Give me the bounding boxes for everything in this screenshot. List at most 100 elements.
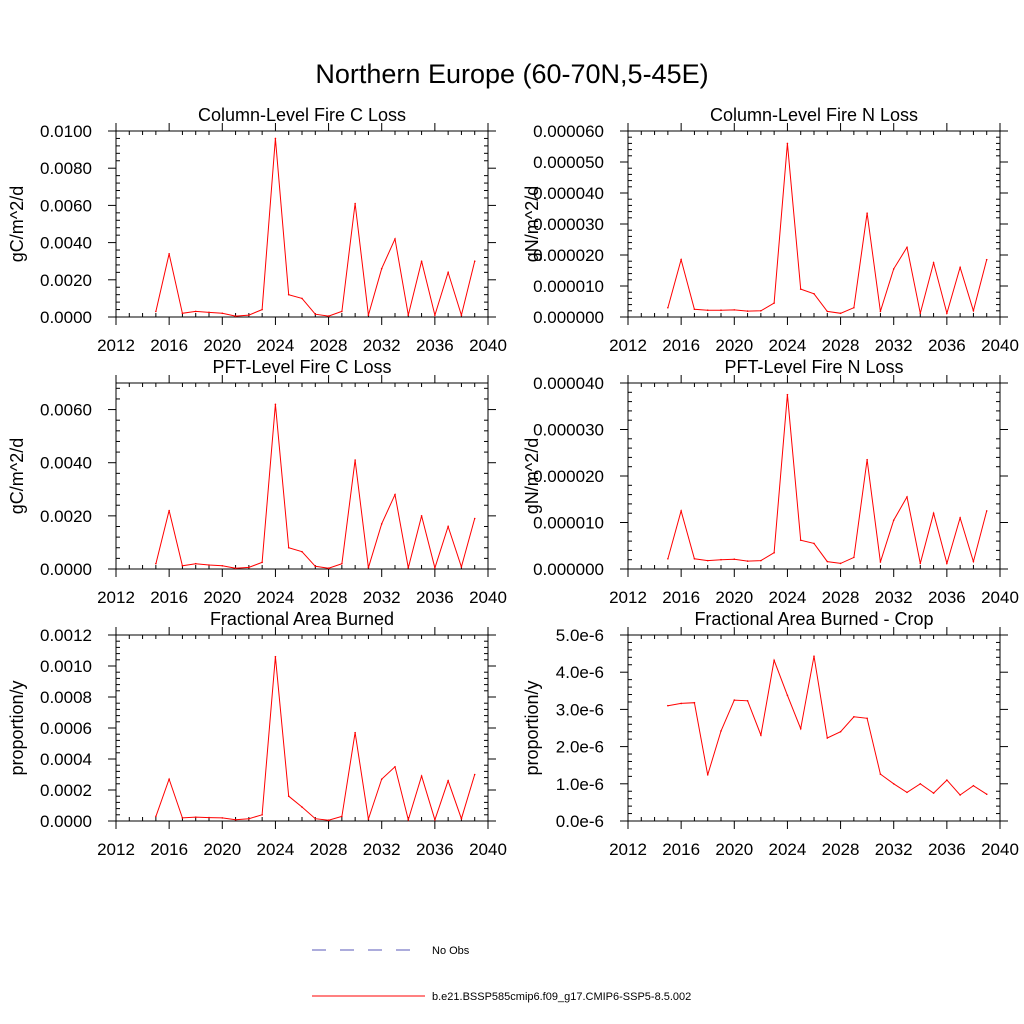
data-point (826, 310, 829, 313)
x-tick-label: 2032 (875, 588, 913, 607)
legend-label-model: b.e21.BSSP585cmip6.f09_g17.CMIP6-SSP5-8.… (432, 991, 691, 1003)
data-point (274, 137, 277, 140)
data-point (693, 557, 696, 560)
panels: 2012 2016 2020 2024 2028 2032 2036 2040 0.0000 0.… (7, 105, 1019, 859)
series-line (155, 138, 476, 317)
x-tick-label: 2016 (150, 840, 188, 859)
data-point (667, 306, 669, 309)
x-tick-label: 2024 (257, 588, 295, 607)
y-tick-label: 0.0080 (40, 159, 92, 178)
x-tick-label: 2032 (875, 840, 913, 859)
data-point (706, 309, 709, 311)
x-tick-label: 2028 (310, 588, 348, 607)
y-tick-label: 0.000040 (533, 374, 604, 393)
data-point (693, 308, 696, 311)
y-tick-label: 0.000020 (533, 246, 604, 265)
panel-title: Fractional Area Burned - Crop (694, 609, 933, 629)
data-point (680, 510, 682, 512)
data-point (946, 562, 948, 565)
data-point (354, 459, 356, 461)
chart-panel-5: 2012 2016 2020 2024 2028 2032 2036 2040 0.0000 0.… (7, 609, 507, 859)
x-tick-label: 2016 (662, 840, 700, 859)
x-tick-label: 2020 (203, 840, 241, 859)
y-tick-label: 4.0e-6 (556, 663, 604, 682)
data-point (341, 310, 343, 313)
y-tick-label: 0.0004 (40, 750, 92, 769)
x-tick-label: 2028 (822, 840, 860, 859)
data-point (919, 783, 922, 785)
data-point (773, 302, 775, 304)
x-tick-label: 2028 (822, 336, 860, 355)
data-point (786, 393, 789, 396)
data-point (287, 293, 290, 296)
data-point (194, 562, 197, 565)
y-tick-label: 0.000010 (533, 277, 604, 296)
data-point (959, 266, 961, 269)
data-point (720, 558, 722, 561)
data-point (194, 310, 197, 313)
x-tick-label: 2040 (981, 840, 1019, 859)
x-tick-label: 2012 (609, 588, 647, 607)
data-point (208, 564, 210, 566)
data-point (919, 312, 922, 315)
y-tick-label: 0.0020 (40, 271, 92, 290)
x-tick-label: 2028 (310, 336, 348, 355)
data-point (720, 309, 722, 311)
y-tick-label: 0.0000 (40, 308, 92, 327)
panel-title: Column-Level Fire C Loss (198, 105, 406, 125)
data-point (786, 694, 789, 697)
x-tick-label: 2012 (97, 336, 135, 355)
data-point (879, 310, 882, 313)
data-point (826, 560, 829, 563)
plot-frame (115, 634, 489, 822)
data-point (327, 315, 330, 317)
y-tick-label: 0.000020 (533, 467, 604, 486)
data-point (221, 312, 224, 315)
data-point (181, 312, 184, 315)
data-point (248, 817, 250, 820)
chart-panel-4: 2012 2016 2020 2024 2028 2032 2036 2040 0.000000… (522, 357, 1019, 607)
y-tick-label: 0.0020 (40, 507, 92, 526)
data-point (853, 716, 855, 718)
data-point (460, 817, 463, 820)
data-point (327, 819, 330, 822)
data-point (168, 509, 170, 512)
data-point (394, 238, 396, 240)
data-point (354, 731, 356, 734)
y-tick-label: 0.0040 (40, 234, 92, 253)
data-point (879, 561, 882, 563)
x-tick-label: 2020 (203, 588, 241, 607)
data-point (380, 267, 383, 270)
y-tick-label: 2.0e-6 (556, 738, 604, 757)
chart-panel-6: 2012 2016 2020 2024 2028 2032 2036 2040 0.0e-6 1.… (522, 609, 1019, 859)
data-point (301, 550, 303, 553)
y-tick-label: 0.000000 (533, 308, 604, 327)
data-point (407, 314, 410, 316)
data-point (799, 727, 802, 730)
data-point (746, 310, 749, 312)
x-tick-label: 2016 (150, 336, 188, 355)
x-tick-label: 2036 (928, 336, 966, 355)
x-tick-label: 2020 (715, 336, 753, 355)
data-point (367, 818, 370, 820)
data-point (434, 818, 436, 821)
data-point (194, 816, 197, 818)
x-tick-label: 2012 (97, 588, 135, 607)
data-point (367, 314, 370, 316)
data-point (341, 815, 343, 818)
x-tick-label: 2036 (928, 840, 966, 859)
y-tick-label: 0.0012 (40, 626, 92, 645)
x-tick-label: 2040 (981, 588, 1019, 607)
data-point (261, 308, 263, 311)
series-line (155, 404, 476, 570)
data-point (314, 817, 317, 820)
panel-title: PFT-Level Fire N Loss (724, 357, 903, 377)
y-tick-label: 0.0060 (40, 196, 92, 215)
plot-frame (115, 130, 489, 318)
plot-frame (627, 382, 1001, 570)
data-point (866, 212, 868, 214)
data-point (680, 258, 682, 261)
x-tick-label: 2012 (609, 336, 647, 355)
data-point (208, 311, 210, 314)
data-point (301, 806, 303, 808)
